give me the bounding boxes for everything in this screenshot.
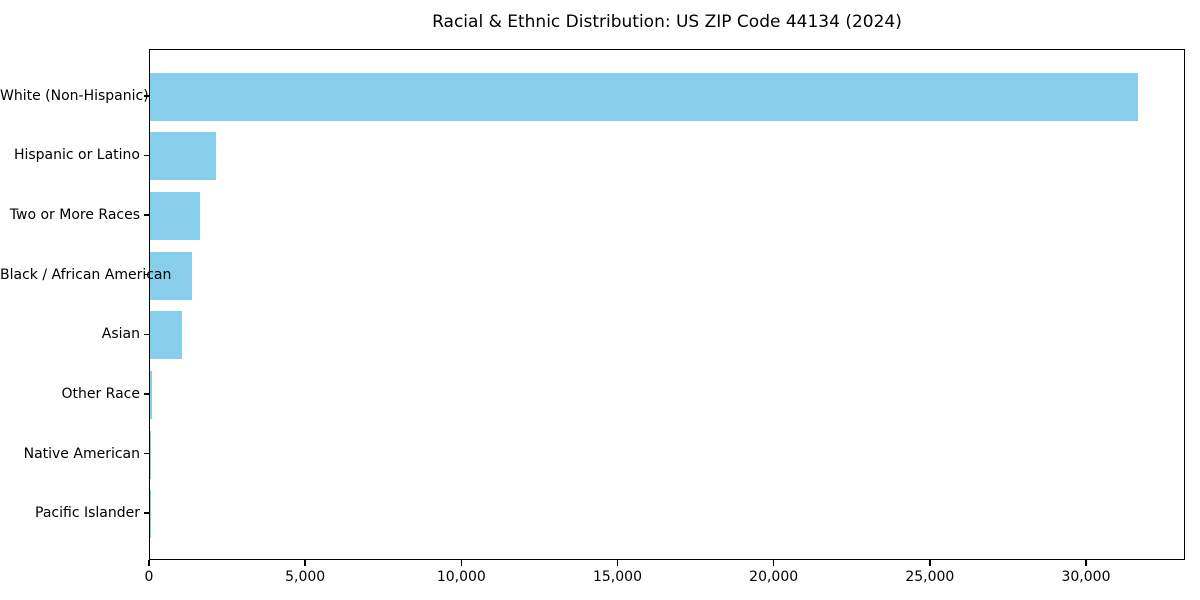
bar-black-african-american bbox=[150, 251, 192, 300]
y-axis-label: White (Non-Hispanic) bbox=[0, 87, 149, 104]
bar-other-race bbox=[150, 370, 152, 419]
x-axis-tick bbox=[460, 560, 463, 566]
x-axis-tick-label: 25,000 bbox=[905, 569, 955, 585]
y-axis-label: Other Race bbox=[61, 385, 140, 402]
bar-white-non-hispanic bbox=[150, 72, 1138, 121]
bar-hispanic-or-latino bbox=[150, 132, 216, 181]
y-axis-tick bbox=[143, 333, 149, 336]
y-axis-tick bbox=[143, 512, 149, 514]
y-axis-label: Native American bbox=[23, 445, 140, 462]
y-axis-tick bbox=[143, 273, 149, 276]
y-axis-label: Black / African American bbox=[0, 266, 172, 283]
x-axis-tick bbox=[616, 560, 619, 566]
x-axis-tick bbox=[304, 560, 306, 566]
y-axis-label: Hispanic or Latino bbox=[13, 147, 140, 164]
bar-asian bbox=[150, 311, 182, 360]
x-axis-tick-label: 0 bbox=[144, 569, 154, 585]
y-axis-tick bbox=[143, 452, 149, 455]
x-axis-tick bbox=[772, 560, 775, 566]
x-axis-tick bbox=[148, 560, 150, 566]
x-axis-tick-label: 30,000 bbox=[1061, 569, 1111, 585]
y-axis-label: Pacific Islander bbox=[35, 505, 140, 522]
x-axis-tick-label: 5,000 bbox=[285, 569, 326, 585]
chart-title: Racial & Ethnic Distribution: US ZIP Cod… bbox=[432, 12, 902, 32]
bar-native-american bbox=[150, 430, 152, 479]
x-axis-tick bbox=[929, 560, 931, 566]
bar-two-or-more-races bbox=[150, 192, 200, 241]
y-axis-label: Asian bbox=[101, 326, 140, 343]
plot-area bbox=[149, 49, 1185, 560]
x-axis-tick-label: 20,000 bbox=[749, 569, 799, 585]
x-axis-tick-label: 10,000 bbox=[436, 569, 486, 585]
y-axis-tick bbox=[143, 393, 149, 395]
y-axis-tick bbox=[143, 214, 149, 216]
y-axis-label: Two or More Races bbox=[9, 207, 140, 224]
x-axis-tick bbox=[1085, 560, 1087, 566]
y-axis-tick bbox=[143, 95, 149, 97]
y-axis-tick bbox=[143, 154, 149, 157]
x-axis-tick-label: 15,000 bbox=[592, 569, 642, 585]
